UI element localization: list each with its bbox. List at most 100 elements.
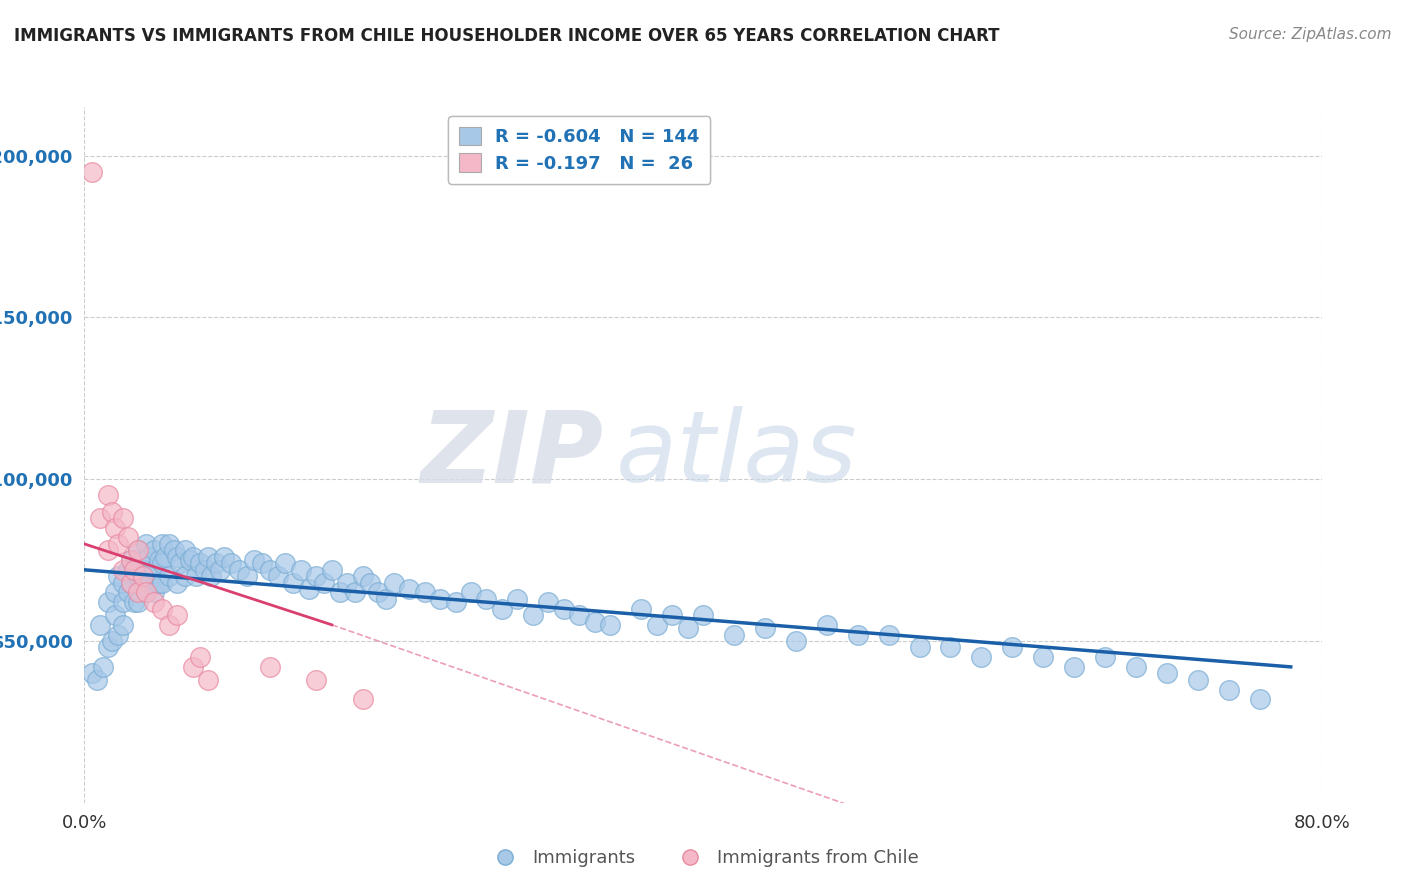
Point	[908, 640, 931, 655]
Point	[179, 553, 201, 567]
Point	[1001, 640, 1024, 655]
Point	[460, 585, 482, 599]
Point	[212, 549, 235, 564]
Point	[970, 650, 993, 665]
Point	[205, 557, 228, 571]
Text: ZIP: ZIP	[420, 407, 605, 503]
Point	[112, 617, 135, 632]
Text: Source: ZipAtlas.com: Source: ZipAtlas.com	[1229, 27, 1392, 42]
Point	[846, 627, 869, 641]
Point	[132, 575, 155, 590]
Point	[537, 595, 560, 609]
Point	[1218, 682, 1240, 697]
Point	[91, 660, 114, 674]
Point	[815, 617, 838, 632]
Point	[135, 537, 157, 551]
Point	[159, 537, 180, 551]
Point	[1156, 666, 1178, 681]
Point	[336, 575, 359, 590]
Text: atlas: atlas	[616, 407, 858, 503]
Point	[877, 627, 900, 641]
Point	[250, 557, 273, 571]
Point	[599, 617, 621, 632]
Point	[107, 627, 129, 641]
Point	[112, 511, 135, 525]
Point	[82, 165, 104, 179]
Point	[267, 569, 290, 583]
Point	[120, 575, 142, 590]
Point	[181, 549, 204, 564]
Point	[676, 621, 699, 635]
Point	[305, 569, 328, 583]
Point	[120, 553, 142, 567]
Point	[148, 553, 170, 567]
Point	[150, 557, 173, 571]
Point	[112, 575, 135, 590]
Point	[444, 595, 467, 609]
Point	[135, 585, 157, 599]
Point	[321, 563, 343, 577]
Point	[143, 585, 166, 599]
Point	[290, 563, 312, 577]
Point	[104, 521, 127, 535]
Point	[374, 591, 398, 606]
Point	[1125, 660, 1147, 674]
Point	[1032, 650, 1054, 665]
Point	[723, 627, 745, 641]
Point	[328, 585, 352, 599]
Point	[360, 575, 382, 590]
Point	[181, 660, 204, 674]
Point	[112, 595, 135, 609]
Point	[1094, 650, 1116, 665]
Point	[166, 549, 188, 564]
Point	[200, 569, 222, 583]
Point	[138, 575, 160, 590]
Point	[138, 549, 160, 564]
Point	[122, 595, 145, 609]
Point	[219, 557, 242, 571]
Point	[101, 504, 124, 518]
Point	[645, 617, 668, 632]
Point	[1249, 692, 1271, 706]
Point	[127, 585, 149, 599]
Point	[367, 585, 389, 599]
Point	[150, 575, 173, 590]
Point	[159, 569, 180, 583]
Point	[96, 595, 118, 609]
Point	[120, 575, 142, 590]
Point	[159, 617, 180, 632]
Point	[101, 634, 124, 648]
Point	[89, 617, 111, 632]
Point	[107, 537, 129, 551]
Point	[692, 608, 714, 623]
Point	[243, 553, 266, 567]
Point	[174, 543, 197, 558]
Point	[86, 673, 108, 687]
Point	[754, 621, 776, 635]
Point	[127, 543, 149, 558]
Point	[163, 543, 186, 558]
Point	[148, 575, 170, 590]
Point	[398, 582, 420, 597]
Point	[1187, 673, 1209, 687]
Legend: R = -0.604   N = 144, R = -0.197   N =  26: R = -0.604 N = 144, R = -0.197 N = 26	[449, 116, 710, 184]
Point	[661, 608, 683, 623]
Point	[352, 692, 374, 706]
Legend: Immigrants, Immigrants from Chile: Immigrants, Immigrants from Chile	[479, 842, 927, 874]
Point	[939, 640, 962, 655]
Point	[491, 601, 513, 615]
Point	[197, 549, 219, 564]
Point	[135, 563, 157, 577]
Point	[184, 569, 207, 583]
Point	[188, 557, 211, 571]
Point	[143, 563, 166, 577]
Point	[429, 591, 451, 606]
Point	[228, 563, 250, 577]
Point	[82, 666, 104, 681]
Point	[150, 601, 173, 615]
Point	[568, 608, 591, 623]
Point	[120, 553, 142, 567]
Point	[174, 569, 197, 583]
Point	[522, 608, 544, 623]
Point	[122, 563, 145, 577]
